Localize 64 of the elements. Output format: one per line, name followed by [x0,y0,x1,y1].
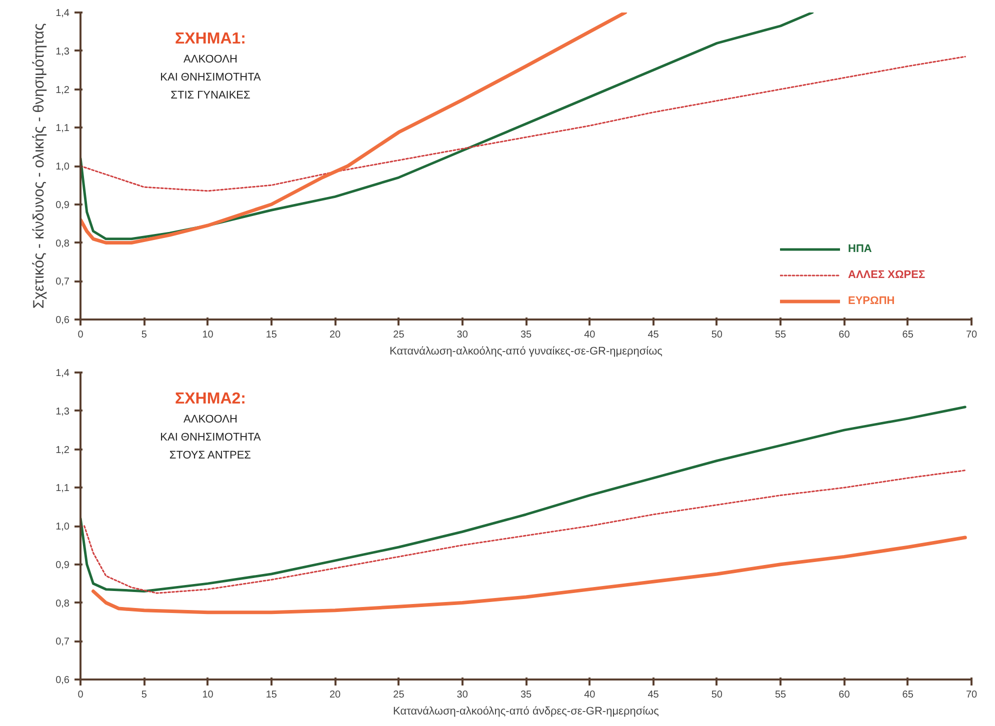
x-tick-label: 10 [202,690,214,700]
y-tick-label: 1,0 [56,162,70,172]
x-tick-label: 30 [456,330,468,340]
y-tick-label: 1,1 [56,123,70,134]
x-tick-label: 15 [266,330,278,340]
x-tick-label: 5 [141,690,148,700]
x-tick-label: 60 [838,690,850,700]
y-tick-label: 1,2 [56,84,70,96]
line-series [80,406,966,592]
y-tick-label: 1,0 [56,522,70,532]
line-series [84,470,966,594]
text: ΣΧΗΜΑ2: [175,390,246,408]
x-tick-label: 35 [520,330,532,340]
x-tick-label: 25 [393,330,405,340]
x-tick-label: 25 [393,690,405,700]
line-series [91,536,967,614]
x-tick-label: 30 [456,690,468,700]
line-series [80,12,814,240]
y-tick-label: 1,1 [56,483,70,494]
y-axis-title: Σχετικός - κίνδυνος - ολικής - θνησιμότητας [30,23,48,309]
x-tick-label: 50 [711,330,723,340]
x-tick-label: 40 [584,330,596,340]
y-tick-label: 1,4 [56,8,70,19]
y-tick-label: 0,8 [56,598,70,610]
text: ΕΥΡΩΠΗ [848,295,895,307]
x-tick-label: 45 [648,330,660,340]
x-tick-label: 45 [648,690,660,700]
x-tick-label: 65 [902,690,914,700]
y-tick-label: 0,9 [56,560,70,571]
x-tick-label: 55 [775,330,787,340]
x-tick-label: 0 [78,690,84,700]
line-series [80,56,966,192]
x-tick-label: 5 [141,330,148,340]
y-tick-label: 1,3 [56,406,70,418]
text: ΗΠΑ [848,243,872,255]
y-tick-label: 1,2 [56,444,70,456]
y-tick-label: 1,3 [56,46,70,58]
x-tick-label: 35 [520,690,532,700]
x-tick-label: 20 [330,330,342,340]
line-series [80,12,628,244]
x-axis-title: Κατανάλωση-αλκοόλης-από γυναίκες-σε-GR-ημερησίως [390,346,662,358]
x-tick-label: 0 [78,330,84,340]
text: ΣΧΗΜΑ1: [175,30,246,48]
x-tick-label: 40 [584,690,596,700]
text: ΑΛΚΟΟΛΗ ΚΑΙ ΘΝΗΣΙΜΟΤΗΤΑ ΣΤΙΣ ΓΥΝΑΙΚΕΣ [160,54,262,102]
y-tick-label: 1,4 [56,368,70,379]
y-tick-label: 0,6 [56,675,70,686]
x-tick-label: 70 [966,690,978,700]
x-tick-label: 15 [266,690,278,700]
y-tick-label: 0,9 [56,200,70,211]
text: ΑΛΛΕΣ ΧΩΡΕΣ [848,269,926,281]
x-axis-title: Κατανάλωση-αλκοόλης-από άνδρες-σε-GR-ημερησίως [393,706,659,718]
y-tick-label: 0,8 [56,238,70,250]
y-tick-label: 0,6 [56,315,70,326]
text: ΑΛΚΟΟΛΗ ΚΑΙ ΘΝΗΣΙΜΟΤΗΤΑ ΣΤΟΥΣ ΑΝΤΡΕΣ [160,414,262,462]
x-tick-label: 70 [966,330,978,340]
x-tick-label: 20 [330,690,342,700]
y-tick-label: 0,7 [56,276,70,288]
y-tick-label: 0,7 [56,636,70,648]
x-tick-label: 10 [202,330,214,340]
x-tick-label: 55 [775,690,787,700]
x-tick-label: 65 [902,330,914,340]
x-tick-label: 60 [838,330,850,340]
x-tick-label: 50 [711,690,723,700]
